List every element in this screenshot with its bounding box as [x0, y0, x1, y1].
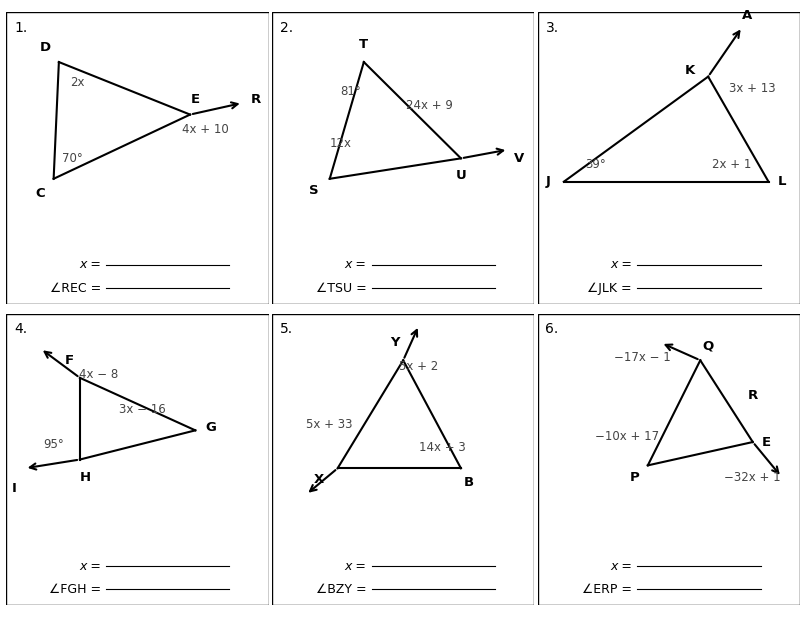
- Text: ∠ERP =: ∠ERP =: [582, 583, 632, 596]
- Text: 3x − 16: 3x − 16: [119, 404, 166, 417]
- Text: 5.: 5.: [280, 322, 293, 337]
- Text: S: S: [309, 184, 318, 197]
- Text: U: U: [455, 170, 466, 183]
- Text: C: C: [36, 187, 46, 200]
- Text: −10x + 17: −10x + 17: [594, 430, 659, 443]
- Text: D: D: [40, 41, 51, 54]
- Text: x =: x =: [79, 258, 101, 271]
- Text: R: R: [250, 94, 261, 106]
- Text: V: V: [514, 152, 524, 165]
- Text: 2.: 2.: [280, 21, 293, 35]
- Text: 2x + 1: 2x + 1: [712, 158, 751, 171]
- Text: 70°: 70°: [62, 152, 82, 165]
- Text: F: F: [65, 354, 74, 367]
- Text: x =: x =: [345, 258, 366, 271]
- Text: P: P: [630, 471, 639, 484]
- Text: ∠REC =: ∠REC =: [50, 282, 101, 295]
- Text: 5x + 33: 5x + 33: [306, 418, 353, 431]
- Text: x =: x =: [79, 560, 101, 573]
- Text: 24x + 9: 24x + 9: [406, 99, 453, 112]
- Text: 4x + 10: 4x + 10: [182, 123, 229, 135]
- Text: x =: x =: [345, 560, 366, 573]
- Text: −17x − 1: −17x − 1: [614, 351, 671, 364]
- Text: B: B: [464, 476, 474, 489]
- Text: −32x + 1: −32x + 1: [725, 471, 781, 484]
- Text: J: J: [546, 175, 550, 188]
- Text: Y: Y: [390, 337, 400, 349]
- Text: 5x + 2: 5x + 2: [399, 360, 438, 373]
- Text: G: G: [206, 421, 217, 434]
- Text: ∠TSU =: ∠TSU =: [316, 282, 366, 295]
- Text: L: L: [778, 175, 786, 188]
- Text: R: R: [748, 389, 758, 402]
- Text: I: I: [12, 483, 17, 495]
- Text: x =: x =: [610, 560, 632, 573]
- Text: 3.: 3.: [546, 21, 558, 35]
- Text: x =: x =: [610, 258, 632, 271]
- Text: 39°: 39°: [585, 158, 606, 171]
- Text: H: H: [79, 471, 90, 484]
- Text: ∠JLK =: ∠JLK =: [587, 282, 632, 295]
- Text: ∠FGH =: ∠FGH =: [49, 583, 101, 596]
- Text: 1.: 1.: [14, 21, 27, 35]
- Text: 95°: 95°: [43, 438, 64, 451]
- Text: 4x − 8: 4x − 8: [78, 368, 118, 381]
- Text: E: E: [762, 435, 770, 448]
- Text: 2x: 2x: [70, 76, 85, 89]
- Text: ∠BZY =: ∠BZY =: [316, 583, 366, 596]
- Text: 6.: 6.: [546, 322, 558, 337]
- Text: A: A: [742, 9, 753, 22]
- Text: 3x + 13: 3x + 13: [730, 82, 776, 95]
- Text: T: T: [359, 38, 369, 51]
- Text: 81°: 81°: [340, 84, 361, 97]
- Text: X: X: [314, 473, 324, 486]
- Text: K: K: [685, 65, 695, 77]
- Text: 14x + 3: 14x + 3: [419, 442, 466, 455]
- Text: 12x: 12x: [330, 137, 351, 150]
- Text: 4.: 4.: [14, 322, 27, 337]
- Text: E: E: [190, 94, 200, 106]
- Text: Q: Q: [702, 339, 714, 352]
